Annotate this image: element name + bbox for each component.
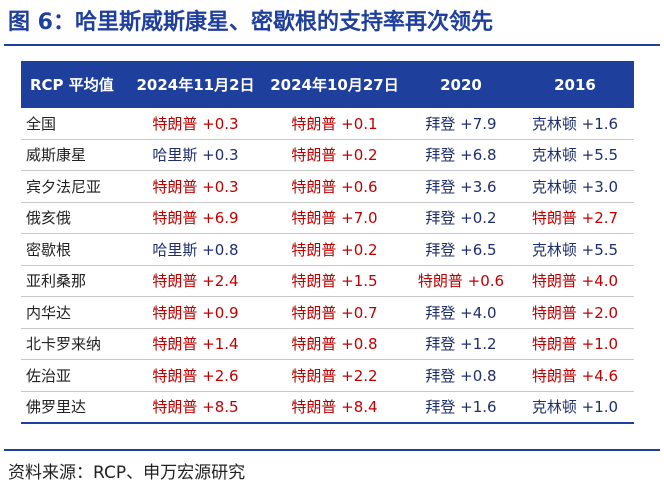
margin-cell: 特朗普 +2.4 (128, 265, 263, 297)
state-name-cell: 内华达 (21, 296, 128, 329)
margin-cell: 拜登 +0.2 (406, 202, 516, 234)
margin-cell: 特朗普 +1.4 (128, 328, 263, 360)
margin-cell: 克林顿 +5.5 (516, 139, 634, 171)
margin-cell: 拜登 +1.2 (406, 328, 516, 360)
header-2024-11-02: 2024年11月2日 (128, 61, 263, 108)
state-name-cell: 全国 (21, 108, 128, 140)
margin-cell: 特朗普 +2.2 (263, 359, 406, 392)
margin-cell: 特朗普 +7.0 (263, 202, 406, 234)
header-2020: 2020 (406, 61, 516, 108)
margin-cell: 拜登 +0.8 (406, 359, 516, 392)
header-row: RCP 平均值 2024年11月2日 2024年10月27日 2020 2016 (21, 61, 634, 108)
margin-cell: 特朗普 +0.7 (263, 296, 406, 329)
margin-cell: 拜登 +4.0 (406, 296, 516, 329)
state-name-cell: 俄亥俄 (21, 202, 128, 234)
table-row: 佐治亚 特朗普 +2.6 特朗普 +2.2 拜登 +0.8 特朗普 +4.6 (21, 359, 634, 392)
table-row: 宾夕法尼亚 特朗普 +0.3 特朗普 +0.6 拜登 +3.6 克林顿 +3.0 (21, 170, 634, 203)
margin-cell: 特朗普 +4.6 (516, 359, 634, 392)
margin-cell: 克林顿 +5.5 (516, 233, 634, 266)
margin-cell: 特朗普 +0.6 (263, 170, 406, 203)
polling-table: RCP 平均值 2024年11月2日 2024年10月27日 2020 2016… (21, 61, 634, 424)
table-row: 内华达 特朗普 +0.9 特朗普 +0.7 拜登 +4.0 特朗普 +2.0 (21, 296, 634, 329)
margin-cell: 特朗普 +8.5 (128, 391, 263, 424)
margin-cell: 特朗普 +0.1 (263, 108, 406, 140)
table-row: 威斯康星 哈里斯 +0.3 特朗普 +0.2 拜登 +6.8 克林顿 +5.5 (21, 139, 634, 171)
table-row: 亚利桑那 特朗普 +2.4 特朗普 +1.5 特朗普 +0.6 特朗普 +4.0 (21, 265, 634, 297)
margin-cell: 特朗普 +0.8 (263, 328, 406, 360)
source-note: 资料来源：RCP、申万宏源研究 (8, 463, 246, 483)
margin-cell: 特朗普 +0.6 (406, 265, 516, 297)
margin-cell: 哈里斯 +0.3 (128, 139, 263, 171)
margin-cell: 特朗普 +2.0 (516, 296, 634, 329)
state-name-cell: 宾夕法尼亚 (21, 170, 128, 203)
margin-cell: 拜登 +1.6 (406, 391, 516, 424)
margin-cell: 特朗普 +0.3 (128, 170, 263, 203)
state-name-cell: 亚利桑那 (21, 265, 128, 297)
header-rcp-average: RCP 平均值 (21, 61, 128, 108)
table-body: 全国 特朗普 +0.3 特朗普 +0.1 拜登 +7.9 克林顿 +1.6 威斯康星 哈里斯… (21, 108, 634, 424)
margin-cell: 克林顿 +3.0 (516, 170, 634, 203)
margin-cell: 特朗普 +0.2 (263, 139, 406, 171)
margin-cell: 特朗普 +0.2 (263, 233, 406, 266)
margin-cell: 特朗普 +2.6 (128, 359, 263, 392)
header-2024-10-27: 2024年10月27日 (263, 61, 406, 108)
margin-cell: 拜登 +6.5 (406, 233, 516, 266)
title-divider (4, 44, 660, 46)
margin-cell: 拜登 +6.8 (406, 139, 516, 171)
margin-cell: 特朗普 +4.0 (516, 265, 634, 297)
header-2016: 2016 (516, 61, 634, 108)
margin-cell: 特朗普 +6.9 (128, 202, 263, 234)
margin-cell: 特朗普 +0.3 (128, 108, 263, 140)
bottom-divider (4, 449, 660, 451)
margin-cell: 特朗普 +0.9 (128, 296, 263, 329)
margin-cell: 特朗普 +8.4 (263, 391, 406, 424)
state-name-cell: 佐治亚 (21, 359, 128, 392)
table-row: 密歇根 哈里斯 +0.8 特朗普 +0.2 拜登 +6.5 克林顿 +5.5 (21, 233, 634, 266)
margin-cell: 拜登 +7.9 (406, 108, 516, 140)
state-name-cell: 密歇根 (21, 233, 128, 266)
margin-cell: 克林顿 +1.0 (516, 391, 634, 424)
state-name-cell: 佛罗里达 (21, 391, 128, 424)
table-row: 俄亥俄 特朗普 +6.9 特朗普 +7.0 拜登 +0.2 特朗普 +2.7 (21, 202, 634, 234)
margin-cell: 特朗普 +1.0 (516, 328, 634, 360)
table-header: RCP 平均值 2024年11月2日 2024年10月27日 2020 2016 (21, 61, 634, 108)
state-name-cell: 威斯康星 (21, 139, 128, 171)
margin-cell: 拜登 +3.6 (406, 170, 516, 203)
margin-cell: 特朗普 +2.7 (516, 202, 634, 234)
table-row: 北卡罗来纳 特朗普 +1.4 特朗普 +0.8 拜登 +1.2 特朗普 +1.0 (21, 328, 634, 360)
margin-cell: 哈里斯 +0.8 (128, 233, 263, 266)
margin-cell: 特朗普 +1.5 (263, 265, 406, 297)
table-row: 佛罗里达 特朗普 +8.5 特朗普 +8.4 拜登 +1.6 克林顿 +1.0 (21, 391, 634, 424)
margin-cell: 克林顿 +1.6 (516, 108, 634, 140)
state-name-cell: 北卡罗来纳 (21, 328, 128, 360)
table-row: 全国 特朗普 +0.3 特朗普 +0.1 拜登 +7.9 克林顿 +1.6 (21, 108, 634, 140)
figure-title: 图 6：哈里斯威斯康星、密歇根的支持率再次领先 (8, 10, 493, 35)
